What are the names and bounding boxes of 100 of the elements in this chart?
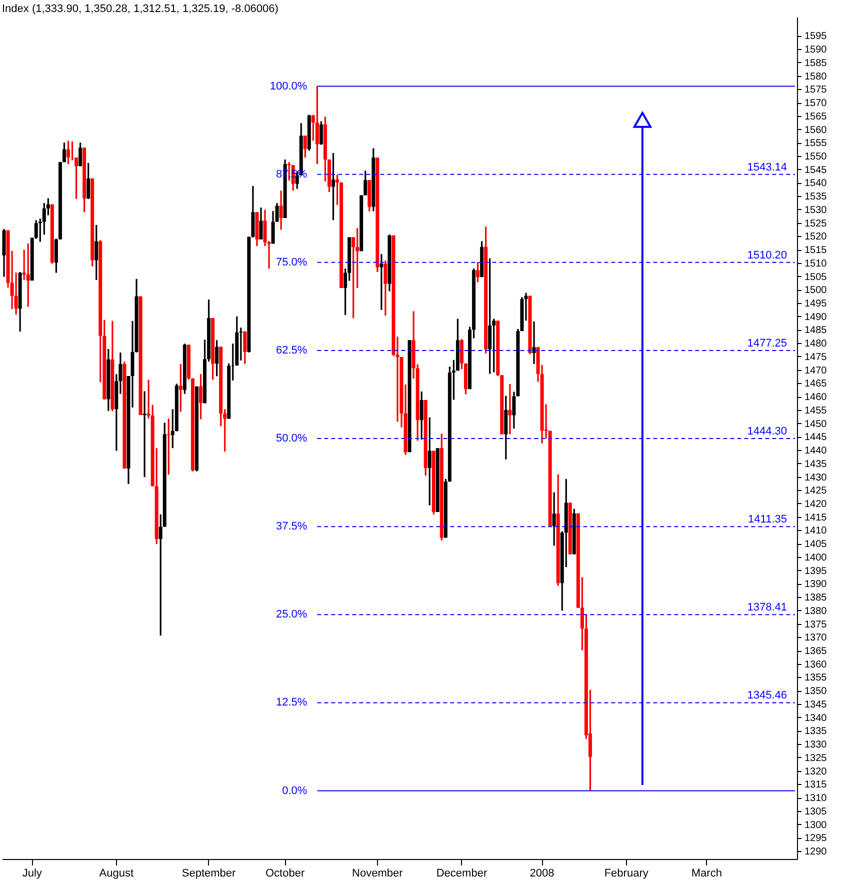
y-tick-label: 1380 xyxy=(804,606,828,617)
y-tick-label: 1290 xyxy=(804,846,828,858)
y-tick-label: 1560 xyxy=(804,124,828,136)
y-tick-label: 1475 xyxy=(804,352,828,363)
y-tick-label: 1480 xyxy=(804,338,828,350)
y-tick-label: 1495 xyxy=(804,298,828,310)
candlestick xyxy=(552,491,556,547)
y-tick-label: 1335 xyxy=(804,726,828,738)
y-tick-label: 1490 xyxy=(804,312,828,323)
y-tick-label: 1340 xyxy=(804,712,828,724)
candlestick xyxy=(508,383,512,436)
y-tick-label: 1315 xyxy=(804,780,828,791)
candlestick xyxy=(420,390,424,440)
y-tick-label: 1580 xyxy=(804,71,828,82)
y-tick-label: 1565 xyxy=(804,111,828,122)
y-tick-label: 1590 xyxy=(804,44,828,56)
y-tick-label: 1305 xyxy=(804,806,828,818)
x-tick-label: March xyxy=(691,868,722,880)
ref-line-label: 1543.14 xyxy=(747,161,787,174)
ref-line-label: 1378.41 xyxy=(747,602,787,614)
x-tick-label: August xyxy=(99,868,134,880)
y-tick-label: 1455 xyxy=(804,405,828,416)
x-tick-label: December xyxy=(436,868,488,880)
y-tick-label: 1410 xyxy=(804,526,828,537)
x-tick-label: 2008 xyxy=(530,868,554,880)
candlestick xyxy=(428,416,432,506)
y-tick-label: 1515 xyxy=(804,245,828,256)
y-tick-label: 1405 xyxy=(804,539,828,550)
annotation: 25.0% xyxy=(276,608,308,621)
y-tick-label: 1310 xyxy=(804,793,828,804)
y-tick-label: 1540 xyxy=(804,178,828,190)
y-tick-label: 1385 xyxy=(804,592,828,604)
candlestick xyxy=(476,261,480,283)
y-tick-label: 1445 xyxy=(804,432,828,444)
ref-line-label: 1411.35 xyxy=(748,514,787,526)
candlestick xyxy=(319,120,323,146)
y-tick-label: 1390 xyxy=(804,579,828,590)
candlestick xyxy=(380,253,384,311)
candlestick xyxy=(275,202,279,223)
annotation: 100.0% xyxy=(270,80,308,92)
y-tick-label: 1470 xyxy=(804,365,828,376)
y-tick-label: 1550 xyxy=(804,151,828,162)
y-tick-label: 1525 xyxy=(804,218,828,230)
y-tick-label: 1500 xyxy=(804,285,828,296)
y-tick-label: 1360 xyxy=(804,659,828,670)
y-tick-label: 1420 xyxy=(804,498,828,510)
y-tick-label: 1460 xyxy=(804,392,828,404)
candlestick xyxy=(178,363,182,413)
candlestick xyxy=(66,140,70,165)
y-tick-label: 1320 xyxy=(804,766,828,778)
y-tick-label: 1430 xyxy=(804,472,828,484)
candlestick xyxy=(62,142,66,163)
x-tick-label: February xyxy=(604,868,649,880)
ref-line-label: 1477.25 xyxy=(747,337,787,350)
candlestick xyxy=(315,85,319,165)
y-tick-label: 1570 xyxy=(804,98,828,110)
x-tick-label: July xyxy=(22,868,42,880)
y-tick-label: 1575 xyxy=(804,84,828,96)
candlestick xyxy=(532,320,536,365)
x-tick-label: October xyxy=(266,868,305,880)
annotation: 62.5% xyxy=(276,344,308,356)
y-tick-label: 1485 xyxy=(804,325,828,336)
candlestick xyxy=(384,260,388,316)
y-tick-label: 1325 xyxy=(804,752,828,764)
y-tick-label: 1440 xyxy=(804,446,828,457)
y-tick-label: 1510 xyxy=(804,258,828,270)
y-tick-label: 1295 xyxy=(804,833,828,844)
y-tick-label: 1365 xyxy=(804,646,828,658)
candlestick xyxy=(86,162,90,200)
y-tick-label: 1330 xyxy=(804,740,828,751)
y-tick-label: 1400 xyxy=(804,552,828,564)
candlestick xyxy=(78,142,82,167)
candlestick xyxy=(243,330,247,365)
candlestick xyxy=(279,190,283,231)
y-tick-label: 1375 xyxy=(804,619,828,630)
x-tick-label: September xyxy=(182,868,236,880)
annotation: 12.5% xyxy=(276,696,308,709)
y-tick-label: 1465 xyxy=(804,378,828,390)
ref-line-label: 1444.30 xyxy=(747,426,787,438)
y-tick-label: 1505 xyxy=(804,272,828,283)
y-tick-label: 1595 xyxy=(804,31,828,42)
y-tick-label: 1425 xyxy=(804,486,828,497)
y-tick-label: 1370 xyxy=(804,632,828,644)
y-tick-label: 1435 xyxy=(804,458,828,470)
y-tick-label: 1450 xyxy=(804,418,828,430)
y-tick-label: 1415 xyxy=(804,512,828,524)
y-tick-label: 1395 xyxy=(804,566,828,577)
candlestick xyxy=(332,152,335,221)
y-tick-label: 1345 xyxy=(804,699,828,710)
candlestick xyxy=(364,170,368,196)
y-tick-label: 1300 xyxy=(804,820,828,831)
annotation: 0.0% xyxy=(282,784,308,797)
candlestick xyxy=(199,373,202,420)
y-tick-label: 1555 xyxy=(804,138,828,150)
annotation: 75.0% xyxy=(276,256,308,268)
y-tick-label: 1350 xyxy=(804,686,828,698)
candlestick xyxy=(94,224,98,281)
candlestick xyxy=(259,206,263,240)
candlestick xyxy=(215,339,219,378)
candlestick xyxy=(142,390,146,478)
